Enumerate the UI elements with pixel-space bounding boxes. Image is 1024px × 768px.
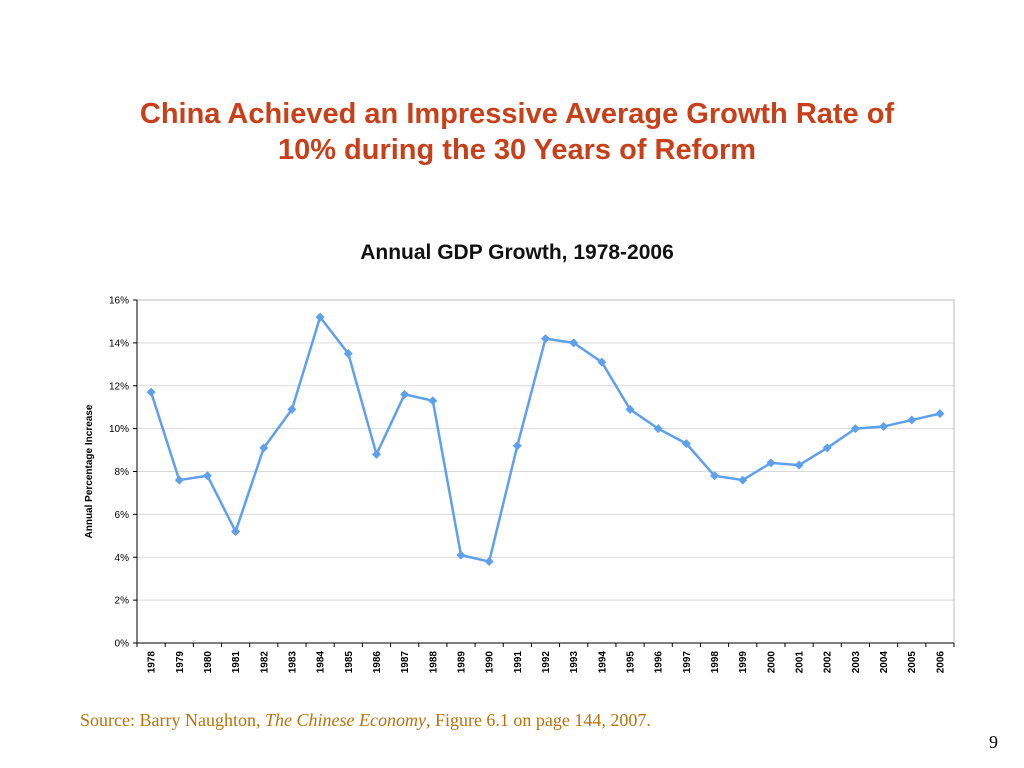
data-point-marker — [174, 475, 184, 485]
y-tick-label: 0% — [115, 639, 130, 650]
data-point-marker — [146, 387, 156, 397]
data-point-marker — [850, 424, 860, 434]
data-point-marker — [343, 349, 353, 359]
x-tick-label: 1992 — [541, 651, 552, 674]
x-tick-label: 1979 — [175, 651, 186, 674]
data-point-marker — [315, 312, 325, 322]
data-point-marker — [766, 458, 776, 468]
x-tick-label: 1988 — [428, 651, 439, 674]
data-point-marker — [569, 338, 579, 348]
source-citation: Source: Barry Naughton, The Chinese Econ… — [80, 710, 651, 731]
chart-title: Annual GDP Growth, 1978-2006 — [360, 241, 674, 264]
x-tick-label: 1994 — [597, 651, 608, 674]
data-point-marker — [710, 471, 720, 481]
data-point-marker — [794, 460, 804, 470]
x-tick-label: 1983 — [287, 651, 298, 674]
data-point-marker — [231, 527, 241, 537]
x-tick-label: 1991 — [513, 651, 524, 674]
x-tick-label: 1986 — [372, 651, 383, 674]
x-tick-label: 1982 — [259, 651, 270, 674]
data-point-marker — [822, 443, 832, 453]
data-point-marker — [879, 421, 889, 431]
x-tick-label: 2001 — [795, 651, 806, 674]
data-point-marker — [259, 443, 269, 453]
data-point-marker — [287, 404, 297, 414]
data-point-marker — [512, 441, 522, 451]
x-tick-label: 1987 — [400, 651, 411, 674]
source-book-title: The Chinese Economy — [264, 710, 426, 730]
y-tick-label: 2% — [115, 596, 130, 607]
x-tick-label: 1997 — [682, 651, 693, 674]
source-prefix: Source: Barry Naughton, — [80, 710, 265, 730]
source-suffix: , Figure 6.1 on page 144, 2007. — [425, 710, 651, 730]
data-point-marker — [202, 471, 212, 481]
y-tick-label: 8% — [115, 467, 130, 478]
x-tick-label: 1999 — [738, 651, 749, 674]
y-tick-label: 10% — [109, 424, 129, 435]
y-tick-label: 16% — [109, 296, 129, 307]
y-tick-label: 6% — [115, 510, 130, 521]
slide-title-line-1: China Achieved an Impressive Average Gro… — [139, 98, 895, 130]
page-number: 9 — [989, 732, 998, 752]
y-tick-label: 4% — [115, 553, 130, 564]
series-line — [149, 315, 941, 563]
x-tick-label: 1998 — [710, 651, 721, 674]
data-point-marker — [541, 334, 550, 344]
x-tick-label: 1990 — [485, 651, 496, 674]
x-tick-label: 1993 — [569, 651, 580, 674]
data-point-marker — [428, 396, 438, 406]
x-tick-label: 1980 — [203, 651, 214, 674]
x-tick-label: 2003 — [851, 651, 862, 674]
slide-title: China Achieved an Impressive Average Gro… — [62, 96, 972, 168]
x-tick-label: 2005 — [907, 651, 918, 674]
data-point-marker — [625, 404, 635, 414]
x-tick-label: 2004 — [879, 651, 890, 674]
data-point-marker — [484, 557, 494, 567]
x-tick-label: 2002 — [823, 651, 834, 674]
slide-title-line-2: 10% during the 30 Years of Reform — [277, 134, 757, 166]
data-point-marker — [371, 449, 381, 459]
x-tick-label: 1981 — [231, 651, 242, 674]
data-point-marker — [653, 424, 663, 434]
x-tick-label: 1995 — [626, 651, 637, 674]
x-tick-label: 1978 — [147, 651, 158, 674]
data-point-marker — [456, 550, 466, 560]
y-axis-title: Annual Percentage Increase — [84, 404, 95, 538]
x-tick-label: 1989 — [456, 651, 467, 674]
data-point-marker — [681, 439, 691, 449]
x-tick-label: 1985 — [344, 651, 355, 674]
data-point-marker — [935, 409, 945, 419]
y-tick-label: 12% — [109, 381, 129, 392]
x-tick-label: 1996 — [654, 651, 665, 674]
data-point-marker — [738, 475, 748, 485]
x-tick-label: 2006 — [935, 651, 946, 674]
data-point-marker — [400, 389, 410, 399]
x-tick-label: 1984 — [316, 651, 327, 674]
y-tick-label: 14% — [109, 338, 129, 349]
data-point-marker — [597, 357, 607, 367]
x-tick-label: 2000 — [766, 651, 777, 674]
data-point-marker — [907, 415, 917, 425]
